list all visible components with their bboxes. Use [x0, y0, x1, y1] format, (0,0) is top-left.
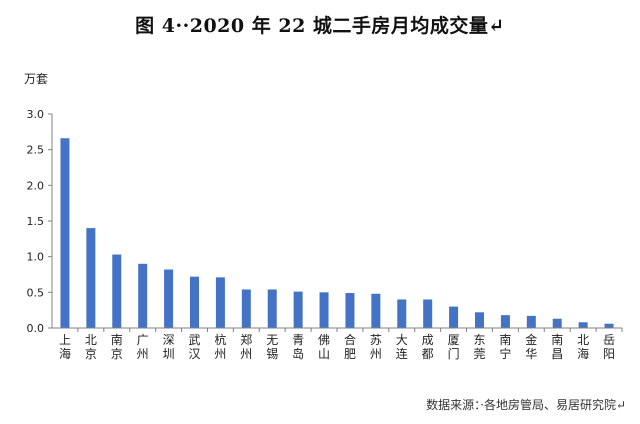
bar: [293, 291, 303, 328]
category-label: 南京: [111, 332, 123, 361]
bar: [319, 292, 329, 328]
y-axis-label: 万套: [24, 72, 48, 86]
bar: [267, 289, 277, 328]
bar: [449, 306, 459, 328]
y-tick-label: 0.5: [27, 286, 45, 299]
y-tick-label: 1.0: [27, 251, 45, 264]
y-tick-label: 1.5: [27, 215, 45, 228]
category-label: 大连: [396, 333, 408, 361]
bar: [138, 263, 148, 328]
bar: [164, 269, 174, 328]
category-label: 苏州: [370, 333, 382, 361]
y-tick-label: 2.0: [27, 179, 45, 192]
bar: [526, 315, 536, 328]
category-label: 北海: [577, 333, 589, 361]
category-label: 成都: [422, 333, 434, 361]
category-label: 佛山: [318, 333, 330, 361]
category-label: 合肥: [344, 332, 356, 361]
y-tick-label: 3.0: [27, 108, 45, 121]
bar: [578, 322, 588, 328]
category-label: 厦门: [448, 333, 460, 361]
bar: [423, 299, 433, 328]
bar: [397, 299, 407, 328]
bar: [552, 318, 562, 328]
category-label: 广州: [137, 333, 149, 361]
category-label: 深圳: [163, 333, 175, 361]
bar: [86, 228, 96, 328]
bar: [345, 293, 355, 328]
y-tick-label: 2.5: [27, 144, 45, 157]
category-label: 东莞: [473, 333, 485, 361]
category-label: 南宁: [499, 332, 511, 361]
bar: [241, 289, 251, 328]
category-label: 杭州: [214, 332, 226, 361]
bar: [215, 277, 225, 328]
category-label: 岳阳: [603, 333, 615, 361]
bar: [500, 315, 510, 328]
category-label: 青岛: [292, 333, 304, 361]
bar: [371, 293, 381, 328]
bar: [60, 138, 70, 328]
bar: [604, 323, 614, 328]
y-axis-ticks: 0.0 0.5 1.0 1.5 2.0 2.5 3.0: [27, 108, 52, 335]
category-label: 北京: [85, 333, 97, 361]
bar: [475, 312, 484, 328]
category-label: 南昌: [551, 332, 563, 361]
source-note: 数据来源：·各地房管局、易居研究院↵: [426, 398, 626, 412]
category-label: 上海: [59, 333, 71, 361]
y-tick-label: 0.0: [27, 322, 45, 335]
category-label: 郑州: [240, 332, 252, 361]
chart-title: 图 4··2020 年 22 城二手房月均成交量↵: [135, 15, 505, 37]
category-label: 武汉: [188, 333, 200, 361]
category-label: 无锡: [266, 333, 278, 361]
x-axis-categories: 上海北京南京广州深圳武汉杭州郑州无锡青岛佛山合肥苏州大连成都厦门东莞南宁金华南昌…: [59, 328, 623, 361]
bars: [60, 138, 614, 328]
category-label: 金华: [525, 332, 537, 361]
bar: [190, 276, 199, 328]
bar: [112, 254, 122, 328]
